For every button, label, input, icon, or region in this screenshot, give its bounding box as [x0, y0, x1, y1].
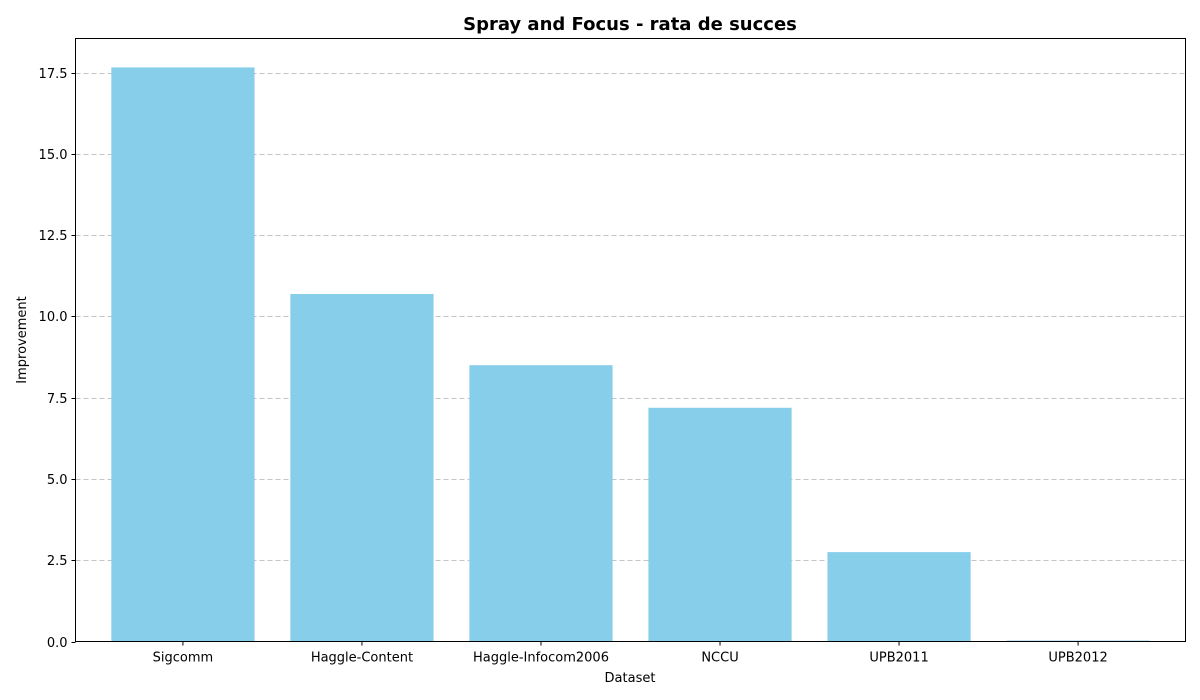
x-axis: Sigcomm Haggle-Content Haggle-Infocom2006 N… [153, 641, 1108, 666]
chart-title: Spray and Focus - rata de succes [463, 14, 797, 35]
y-tick-label: 10.0 [39, 310, 68, 325]
bar-haggle-infocom2006 [469, 365, 613, 642]
y-axis-label: Improvement [15, 296, 30, 383]
grid-layer [75, 73, 1186, 561]
y-tick-label: 12.5 [39, 229, 68, 244]
y-axis: 0.0 2.5 5.0 7.5 10.0 12.5 15.0 17.5 [39, 67, 76, 651]
y-tick-label: 15.0 [39, 148, 68, 163]
y-tick-label: 7.5 [47, 392, 68, 407]
bar-nccu [648, 407, 792, 642]
y-tick-label: 17.5 [39, 67, 68, 82]
x-tick-label: Haggle-Infocom2006 [473, 651, 609, 666]
bar-sigcomm [111, 67, 255, 642]
bar-upb2011 [827, 552, 971, 642]
x-tick-label: Sigcomm [153, 651, 214, 666]
plot-frame [75, 38, 1186, 642]
y-tick-label: 5.0 [47, 473, 68, 488]
x-tick-label: NCCU [701, 651, 738, 666]
y-tick-label: 0.0 [47, 636, 68, 651]
x-tick-label: Haggle-Content [311, 651, 413, 666]
x-tick-label: UPB2011 [869, 651, 928, 666]
bar-haggle-content [290, 294, 434, 642]
x-tick-label: UPB2012 [1048, 651, 1107, 666]
y-tick-label: 2.5 [47, 554, 68, 569]
x-axis-label: Dataset [605, 671, 656, 686]
bars-layer [111, 67, 1150, 642]
